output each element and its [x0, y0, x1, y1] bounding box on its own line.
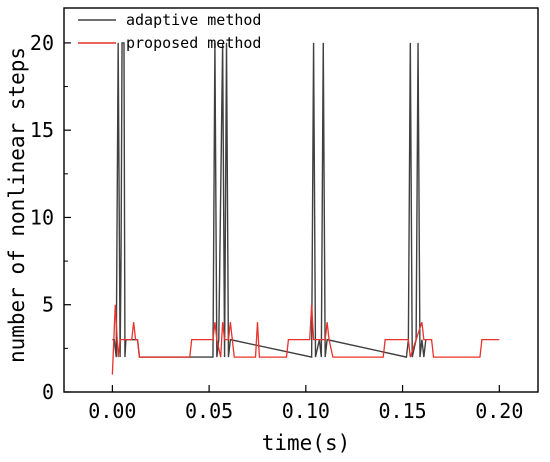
x-tick-label-2: 0.10: [282, 399, 330, 423]
legend-label-1: proposed method: [126, 34, 261, 52]
plot-layer: [63, 7, 539, 393]
legend-layer: adaptive method proposed method: [78, 11, 261, 52]
y-tick-label-3: 15: [30, 118, 54, 142]
y-tick-label-4: 20: [30, 31, 54, 55]
x-tick-label-1: 0.05: [185, 399, 233, 423]
series-1-line: [111, 304, 500, 375]
axis-layer: 0.00 0.05 0.10 0.15 0.20 0 5 10 15 20: [30, 31, 523, 423]
y-tick-label-0: 0: [42, 380, 54, 404]
series-layer: [111, 42, 500, 375]
y-axis-label: number of nonlinear steps: [5, 47, 29, 363]
x-tick-label-4: 0.20: [475, 399, 523, 423]
y-tick-label-1: 5: [42, 293, 54, 317]
y-tick-label-2: 10: [30, 205, 54, 229]
x-axis-label: time(s): [262, 431, 351, 455]
legend-label-0: adaptive method: [126, 11, 261, 29]
series-0-line: [112, 42, 427, 358]
x-tick-label-3: 0.15: [378, 399, 426, 423]
plot-frame: [63, 7, 539, 393]
x-tick-label-0: 0.00: [88, 399, 136, 423]
